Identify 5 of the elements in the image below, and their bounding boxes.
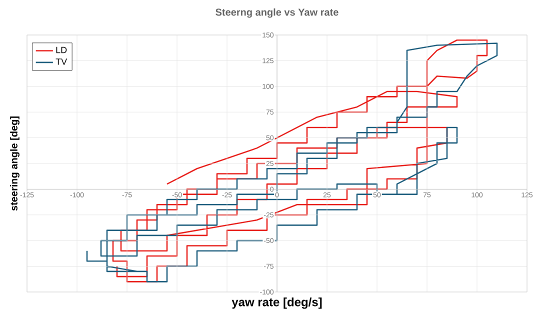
y-axis-title: steering angle [deg] (10, 116, 20, 211)
x-axis-title: yaw rate [deg/s] (232, 298, 322, 309)
legend-label: LD (56, 46, 67, 54)
chart-title: Steerng angle vs Yaw rate (216, 8, 338, 18)
legend-label: TV (56, 58, 68, 65)
